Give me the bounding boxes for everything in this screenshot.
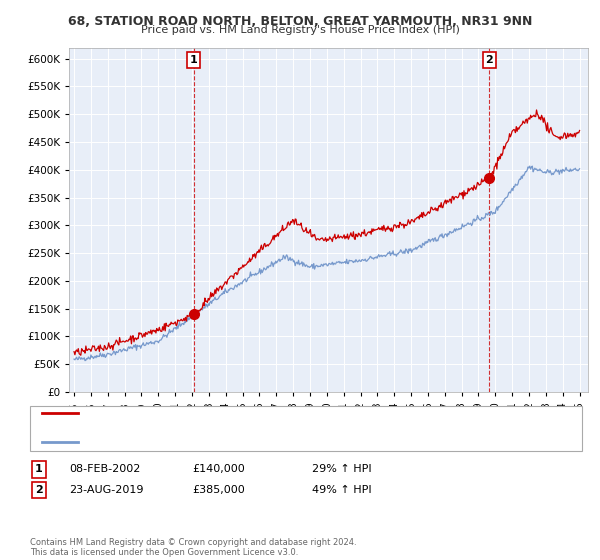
Text: 1: 1 <box>190 55 197 65</box>
Text: HPI: Average price, detached house, Great Yarmouth: HPI: Average price, detached house, Grea… <box>87 437 362 447</box>
Text: 49% ↑ HPI: 49% ↑ HPI <box>312 485 371 495</box>
Text: 68, STATION ROAD NORTH, BELTON, GREAT YARMOUTH, NR31 9NN (detached house): 68, STATION ROAD NORTH, BELTON, GREAT YA… <box>87 408 529 418</box>
Text: 23-AUG-2019: 23-AUG-2019 <box>69 485 143 495</box>
Text: 29% ↑ HPI: 29% ↑ HPI <box>312 464 371 474</box>
Text: £385,000: £385,000 <box>192 485 245 495</box>
Text: Contains HM Land Registry data © Crown copyright and database right 2024.
This d: Contains HM Land Registry data © Crown c… <box>30 538 356 557</box>
Text: 2: 2 <box>35 485 43 495</box>
Text: £140,000: £140,000 <box>192 464 245 474</box>
Text: 2: 2 <box>485 55 493 65</box>
Text: 68, STATION ROAD NORTH, BELTON, GREAT YARMOUTH, NR31 9NN: 68, STATION ROAD NORTH, BELTON, GREAT YA… <box>68 15 532 27</box>
Text: Price paid vs. HM Land Registry's House Price Index (HPI): Price paid vs. HM Land Registry's House … <box>140 25 460 35</box>
Text: 08-FEB-2002: 08-FEB-2002 <box>69 464 140 474</box>
Text: 1: 1 <box>35 464 43 474</box>
